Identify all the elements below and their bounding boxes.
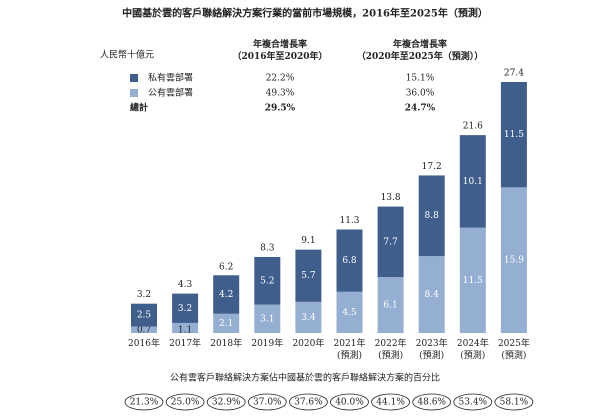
total-value: 8.3 (260, 243, 275, 253)
share-value: 37.0% (253, 398, 282, 408)
value-label: 5.7 (301, 271, 316, 281)
value-label: 3.1 (260, 314, 274, 324)
cagr-header: 年複合增長率 （2020年至2025年（預測）） (356, 40, 484, 62)
legend-swatch (130, 74, 138, 82)
value-label: 4.5 (342, 308, 357, 318)
share-oval (494, 393, 534, 411)
share-oval (165, 393, 205, 411)
bar-segment (500, 82, 527, 188)
chart-title: 中國基於雲的客戶聯絡解決方案行業的當前市場規模，2016年至2025年（預測） (122, 7, 488, 20)
bar-segment (254, 304, 281, 333)
value-label: 15.9 (504, 256, 524, 266)
bar-segment (418, 256, 445, 333)
legend-label: 私有雲部署 (148, 72, 193, 84)
bar-segment (213, 275, 240, 314)
value-label: 1.1 (178, 326, 192, 336)
x-tick-label: 2024年 (預測) (456, 339, 489, 361)
cagr-value: 49.3% (266, 89, 295, 99)
bar-segment (172, 293, 199, 323)
share-value: 32.9% (212, 398, 241, 408)
x-tick-label: 2020年 (292, 339, 325, 349)
value-label: 10.1 (463, 177, 483, 187)
bar-segment (295, 249, 322, 302)
value-label: 6.8 (342, 256, 357, 266)
unit-label: 人民幣十億元 (100, 49, 154, 61)
value-label: 5.2 (260, 276, 274, 286)
bar-segment (254, 256, 281, 305)
x-tick-label: 2023年 (預測) (415, 339, 448, 361)
share-oval (330, 393, 369, 411)
share-value: 25.0% (171, 398, 200, 408)
value-label: 11.5 (504, 130, 524, 140)
legend-label: 公有雲部署 (148, 87, 193, 99)
bar-segment (459, 227, 486, 333)
value-label: 6.1 (383, 301, 397, 311)
total-value: 4.3 (178, 280, 193, 290)
value-label: 11.5 (463, 276, 483, 286)
total-value: 21.6 (463, 122, 483, 132)
share-title: 公有雲客戶聯絡解決方案佔中國基於雲的客戶聯絡解決方案的百分比 (170, 372, 440, 384)
cagr-value: 24.7% (405, 104, 436, 114)
value-label: 3.2 (178, 304, 192, 314)
share-value: 44.1% (376, 398, 405, 408)
total-value: 9.1 (301, 236, 315, 246)
bar-segment (336, 229, 363, 292)
bar-segment (295, 301, 322, 333)
share-value: 58.1% (500, 398, 529, 408)
x-tick-label: 2019年 (251, 339, 284, 349)
bar-segment (459, 135, 486, 228)
total-value: 17.2 (422, 162, 442, 172)
value-label: 4.2 (219, 290, 233, 300)
bar-segment (131, 326, 157, 333)
share-value: 53.4% (459, 398, 488, 408)
total-value: 27.4 (504, 69, 524, 79)
value-label: 7.7 (383, 237, 398, 247)
bar-segment (336, 291, 363, 333)
cagr-value: 22.2% (266, 74, 295, 84)
bar-segment (131, 303, 157, 327)
total-value: 3.2 (137, 290, 151, 300)
value-label: 3.4 (301, 313, 316, 323)
share-oval (412, 393, 452, 411)
share-oval (124, 393, 164, 411)
total-value: 13.8 (381, 193, 401, 203)
value-label: 8.8 (425, 211, 440, 221)
x-tick-label: 2016年 (128, 339, 160, 349)
value-label: 8.4 (425, 290, 440, 300)
cagr-value: 29.5% (265, 104, 296, 114)
value-label: 2.5 (137, 311, 152, 321)
bar-segment (418, 175, 445, 257)
bar-segment (377, 277, 404, 333)
share-value: 21.3% (130, 398, 159, 408)
bar-segment (213, 313, 240, 333)
x-tick-label: 2022年 (預測) (374, 339, 407, 361)
total-value: 11.3 (339, 216, 359, 226)
total-label: 總計 (130, 102, 148, 114)
cagr-value: 36.0% (406, 89, 435, 99)
share-oval (288, 393, 328, 411)
cagr-value: 15.1% (406, 74, 435, 84)
share-value: 40.0% (335, 398, 364, 408)
value-label: 0.7 (137, 326, 152, 336)
x-tick-label: 2018年 (210, 339, 243, 349)
bar-segment (500, 187, 527, 333)
bar-segment (377, 206, 404, 278)
share-oval (247, 393, 287, 411)
x-tick-label: 2025年 (預測) (497, 339, 530, 361)
cagr-header: 年複合增長率 （2016年至2020年） (232, 40, 328, 62)
share-oval (371, 393, 411, 411)
legend-swatch (130, 89, 138, 97)
share-oval (453, 393, 493, 411)
share-value: 37.6% (294, 398, 323, 408)
total-value: 6.2 (219, 263, 233, 273)
x-tick-label: 2017年 (169, 339, 202, 349)
share-value: 48.6% (417, 398, 446, 408)
bar-segment (172, 322, 199, 333)
value-label: 2.1 (219, 319, 233, 329)
x-tick-label: 2021年 (預測) (333, 339, 366, 361)
share-oval (206, 393, 246, 411)
